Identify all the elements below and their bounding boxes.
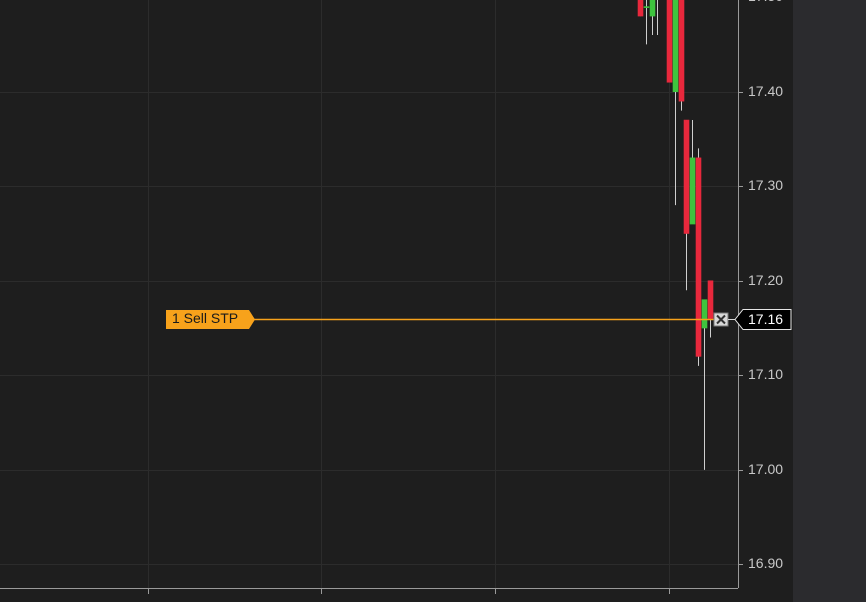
y-tick-label: 16.90 [748, 555, 783, 571]
order-label: 1 Sell STP [172, 310, 238, 326]
candle-body [683, 119, 690, 234]
price-axis-panel [739, 0, 793, 602]
candle-body [707, 280, 714, 319]
y-tick-label: 17.30 [748, 177, 783, 193]
y-tick-label: 17.10 [748, 366, 783, 382]
grid: 17.50 17.40 17.30 17.20 17.10 17.00 16.90 [0, 0, 783, 571]
candle-body [695, 157, 702, 357]
y-tick-label: 17.00 [748, 461, 783, 477]
candle-body [649, 0, 656, 17]
last-price-label: 17.16 [748, 311, 783, 327]
y-tick-label: 17.40 [748, 83, 783, 99]
order-tag [166, 310, 255, 329]
overlays: 1 Sell STP 17.16 [166, 309, 792, 330]
candle-body [701, 299, 708, 329]
plot-area [0, 0, 738, 588]
candle-body [637, 0, 644, 17]
side-panel [793, 0, 866, 602]
candle-body [666, 0, 673, 83]
candle-body [643, 6, 650, 8]
y-tick-label: 17.20 [748, 272, 783, 288]
cancel-icon [716, 314, 726, 325]
last-price-tag [734, 309, 792, 330]
cancel-order-button[interactable] [713, 312, 729, 327]
candle-body [678, 0, 685, 102]
time-grid [148, 0, 670, 588]
y-tick-label: 17.50 [748, 0, 783, 4]
candles [637, 0, 714, 470]
candle-body [672, 0, 679, 92]
candle-body [689, 157, 696, 225]
